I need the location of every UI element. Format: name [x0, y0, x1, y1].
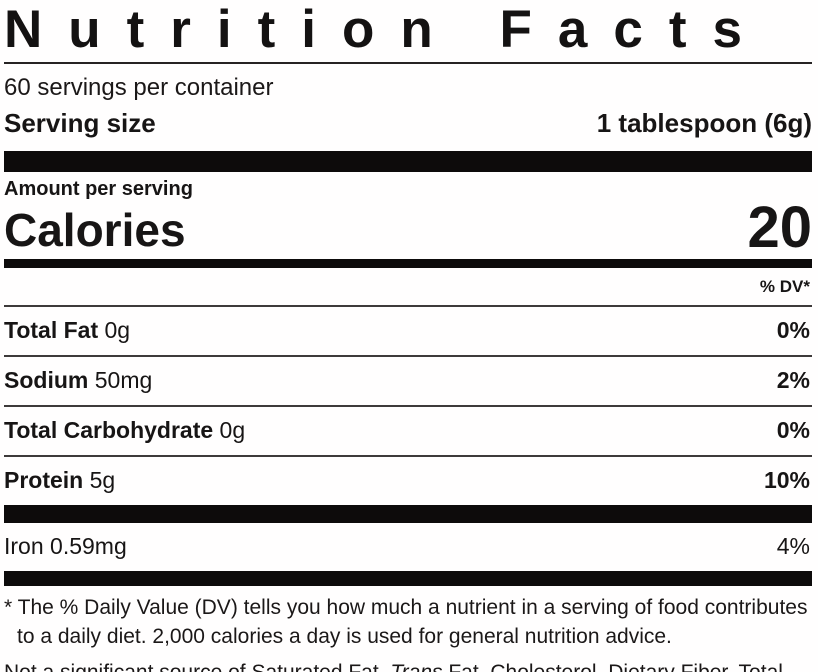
amount-per-serving-label: Amount per serving [4, 178, 193, 201]
calories-row: Calories 20 [4, 195, 812, 261]
nutrient-row-iron: Iron 0.59mg 4% [4, 523, 812, 571]
nutrient-amount: 0g [104, 317, 131, 344]
daily-value-header: % DV* [759, 277, 810, 297]
thick-divider-bottom [4, 571, 812, 587]
divider [4, 405, 812, 408]
nutrient-dv: 0% [776, 317, 810, 344]
nutrient-name: Iron [4, 533, 44, 560]
nutrient-row-total-fat: Total Fat 0g 0% [4, 307, 812, 355]
not-significant-source-note: Not a significant source of Saturated Fa… [4, 658, 812, 672]
nutrient-name-amount: Total Fat 0g [4, 317, 130, 344]
divider [4, 455, 812, 458]
nutrient-amount: 50mg [94, 367, 153, 394]
calories-value: 20 [747, 195, 812, 261]
nutrient-row-sodium: Sodium 50mg 2% [4, 357, 812, 405]
divider [4, 355, 812, 358]
nutrient-name: Sodium [4, 367, 89, 394]
nutrient-dv: 2% [776, 367, 810, 394]
serving-size-label: Serving size [4, 108, 156, 139]
serving-size-value: 1 tablespoon (6g) [596, 108, 812, 139]
nutrient-row-protein: Protein 5g 10% [4, 457, 812, 505]
daily-value-footnote: * The % Daily Value (DV) tells you how m… [4, 596, 808, 649]
nutrient-amount: 0.59mg [50, 533, 127, 560]
nutrient-name-amount: Sodium 50mg [4, 367, 152, 394]
nutrient-name-amount: Protein 5g [4, 467, 115, 494]
nutrient-dv: 0% [776, 417, 810, 444]
nutrient-row-total-carbohydrate: Total Carbohydrate 0g 0% [4, 407, 812, 455]
medium-divider-calories [4, 259, 812, 269]
nutrient-name: Protein [4, 467, 84, 494]
nutrient-amount: 0g [219, 417, 246, 444]
divider [4, 305, 812, 308]
nutrient-name: Total Fat [4, 317, 99, 344]
thick-divider-protein [4, 505, 812, 524]
note-trans-italic: Trans [390, 661, 442, 672]
nutrient-dv: 10% [763, 467, 810, 494]
label-title: Nutrition Facts [4, 0, 768, 59]
thick-divider-top [4, 151, 812, 173]
nutrient-dv: 4% [776, 533, 810, 560]
nutrient-name-amount: Iron 0.59mg [4, 533, 127, 560]
calories-label: Calories [4, 204, 186, 257]
nutrient-amount: 5g [89, 467, 116, 494]
note-suffix: Fat, Cholesterol, Dietary Fiber, Total S… [4, 661, 783, 672]
title-divider [4, 62, 812, 65]
nutrient-name-amount: Total Carbohydrate 0g [4, 417, 245, 444]
nutrient-name: Total Carbohydrate [4, 417, 214, 444]
serving-size-row: Serving size 1 tablespoon (6g) [4, 108, 812, 139]
note-prefix: Not a significant source of Saturated Fa… [4, 661, 390, 672]
servings-per-container: 60 servings per container [4, 74, 274, 102]
